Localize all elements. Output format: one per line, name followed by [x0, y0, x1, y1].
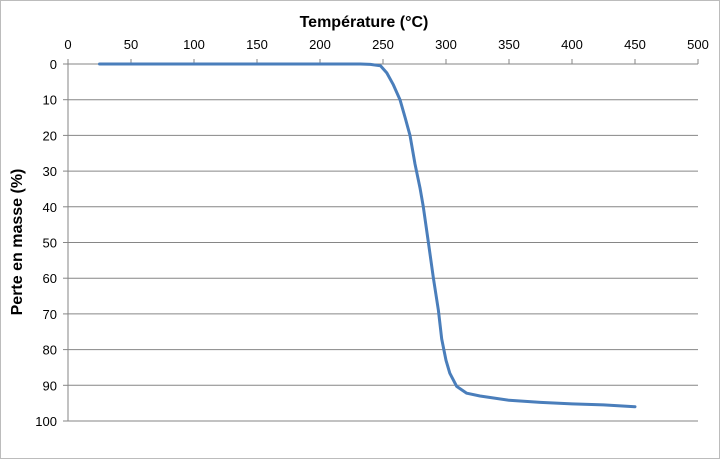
x-tick-label: 200 — [309, 37, 331, 52]
y-tick-label: 90 — [43, 378, 57, 393]
y-tick-label: 40 — [43, 200, 57, 215]
y-tick-label: 50 — [43, 236, 57, 251]
y-tick-label: 60 — [43, 271, 57, 286]
x-tick-label: 100 — [183, 37, 205, 52]
x-tick-label: 400 — [561, 37, 583, 52]
x-tick-label: 500 — [687, 37, 709, 52]
x-tick-label: 450 — [624, 37, 646, 52]
y-tick-label: 20 — [43, 128, 57, 143]
x-tick-label: 50 — [124, 37, 138, 52]
y-tick-label: 0 — [50, 57, 57, 72]
y-tick-label: 70 — [43, 307, 57, 322]
x-axis-title: Température (°C) — [300, 14, 429, 31]
y-axis-title: Perte en masse (%) — [9, 169, 26, 316]
x-tick-label: 250 — [372, 37, 394, 52]
y-tick-label: 100 — [35, 414, 57, 429]
x-tick-label: 0 — [64, 37, 71, 52]
x-tick-label: 150 — [246, 37, 268, 52]
x-tick-label: 350 — [498, 37, 520, 52]
y-tick-label: 10 — [43, 93, 57, 108]
y-tick-label: 80 — [43, 343, 57, 358]
y-tick-label: 30 — [43, 164, 57, 179]
x-tick-label: 300 — [435, 37, 457, 52]
series-line — [98, 62, 637, 409]
